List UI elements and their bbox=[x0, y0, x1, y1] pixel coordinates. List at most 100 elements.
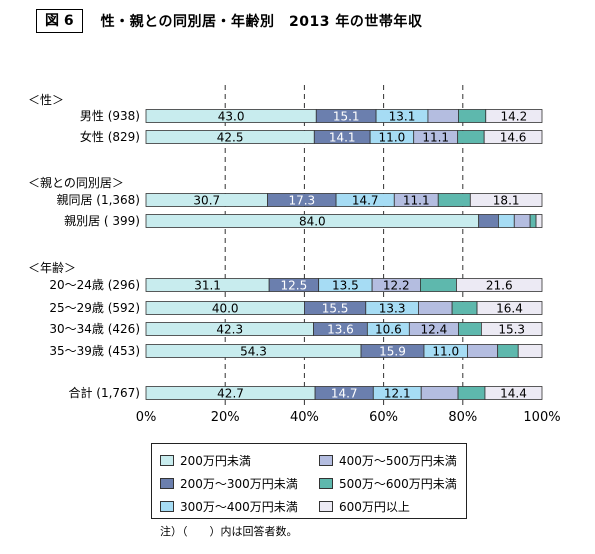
bar-segment-r9-s5 bbox=[457, 386, 486, 400]
data-label-r5-s3: 13.5 bbox=[332, 279, 359, 293]
data-label-r2-s2: 14.1 bbox=[329, 131, 356, 145]
legend-item-3: 300万～400万円未満 bbox=[160, 498, 298, 514]
row-label-9: 合計 (1,767) bbox=[68, 385, 140, 400]
legend-swatch-3 bbox=[160, 500, 174, 512]
bar-segment-r2-s6 bbox=[483, 130, 543, 144]
row-label-7: 30～34歳 (426) bbox=[49, 322, 140, 336]
bar-segment-r8-s6 bbox=[517, 344, 543, 358]
legend-swatch-6 bbox=[319, 500, 333, 512]
x-tick-label-2: 40% bbox=[290, 410, 319, 425]
bar-segment-r1-s5 bbox=[458, 109, 487, 123]
legend-label-4: 400万～500万円未満 bbox=[339, 453, 457, 468]
data-label-r3-s6: 18.1 bbox=[493, 194, 520, 208]
bar-segment-r4-s2 bbox=[478, 214, 499, 228]
row-label-4: 親別居 ( 399) bbox=[64, 214, 140, 228]
data-label-r1-s6: 14.2 bbox=[501, 110, 528, 124]
data-label-r3-s3: 14.7 bbox=[352, 194, 379, 208]
legend-label-3: 300万～400万円未満 bbox=[180, 499, 298, 514]
bar-segment-r4-s5 bbox=[529, 214, 537, 228]
bar-segment-r9-s4 bbox=[420, 386, 459, 400]
row-label-5: 20～24歳 (296) bbox=[49, 278, 140, 292]
legend-swatch-4 bbox=[319, 454, 333, 466]
bar-segment-r6-s5 bbox=[451, 301, 478, 315]
data-label-r1-s1: 43.0 bbox=[218, 110, 245, 124]
data-label-r9-s3: 12.1 bbox=[384, 387, 411, 401]
group-label-3: ＜年齢＞ bbox=[28, 260, 76, 275]
data-label-r6-s3: 13.3 bbox=[379, 302, 406, 316]
legend-item-5: 500万～600万円未満 bbox=[319, 475, 457, 491]
data-label-r1-s2: 15.1 bbox=[333, 110, 360, 124]
data-label-r6-s2: 15.5 bbox=[322, 302, 349, 316]
stacked-bar-chart: ＜性＞ ＜親との同別居＞ ＜年齢＞ 男性 (938) 43.0 15.1 13.1 14.2 女… bbox=[28, 85, 561, 425]
data-label-r9-s1: 42.7 bbox=[217, 387, 244, 401]
data-label-r7-s2: 13.6 bbox=[327, 323, 354, 337]
data-label-r2-s6: 14.6 bbox=[500, 131, 527, 145]
x-tick-label-0: 0% bbox=[136, 410, 157, 425]
data-label-r9-s2: 14.7 bbox=[331, 387, 358, 401]
data-label-r2-s1: 42.5 bbox=[217, 131, 244, 145]
row-label-6: 25～29歳 (592) bbox=[49, 301, 140, 315]
data-label-r6-s1: 40.0 bbox=[212, 302, 239, 316]
data-label-r8-s1: 54.3 bbox=[240, 345, 267, 359]
data-label-r5-s6: 21.6 bbox=[486, 279, 513, 293]
bar-segment-r2-s5 bbox=[457, 130, 485, 144]
bar-segment-r6-s6 bbox=[476, 301, 543, 315]
data-label-r7-s4: 12.4 bbox=[421, 323, 448, 337]
bar-segment-r8-s5 bbox=[497, 344, 519, 358]
data-label-r7-s3: 10.6 bbox=[375, 323, 402, 337]
data-label-r2-s4: 11.1 bbox=[422, 131, 449, 145]
bar-segment-r3-s5 bbox=[437, 193, 471, 207]
footnote: 注）（ ）内は回答者数。 bbox=[160, 525, 298, 538]
legend-swatch-5 bbox=[319, 477, 333, 489]
x-tick-label-4: 80% bbox=[448, 410, 477, 425]
bar-segment-r4-s6 bbox=[535, 214, 543, 228]
group-label-2: ＜親との同別居＞ bbox=[28, 176, 124, 190]
bar-segment-r5-s6 bbox=[456, 278, 543, 292]
legend-label-5: 500万～600万円未満 bbox=[339, 476, 457, 491]
data-label-r5-s1: 31.1 bbox=[194, 279, 221, 293]
legend-item-2: 200万～300万円未満 bbox=[160, 475, 298, 491]
data-label-r5-s2: 12.5 bbox=[281, 279, 308, 293]
bar-segment-r1-s6 bbox=[485, 109, 543, 123]
figure-title: 性・親との同別居・年齢別 2013 年の世帯年収 bbox=[100, 14, 423, 30]
bar-segment-r4-s3 bbox=[498, 214, 515, 228]
bar-segment-r6-s4 bbox=[418, 301, 453, 315]
bar-segment-r7-s6 bbox=[481, 322, 543, 336]
data-label-r8-s3: 11.0 bbox=[432, 345, 459, 359]
figure-header: 図 6 性・親との同別居・年齢別 2013 年の世帯年収 bbox=[36, 8, 422, 34]
bar-segment-r3-s6 bbox=[469, 193, 543, 207]
bar-segment-r7-s5 bbox=[458, 322, 482, 336]
bar-segment-r5-s5 bbox=[420, 278, 457, 292]
x-tick-label-3: 60% bbox=[369, 410, 398, 425]
row-label-8: 35～39歳 (453) bbox=[49, 344, 140, 358]
data-label-r3-s4: 11.1 bbox=[403, 194, 430, 208]
row-label-2: 女性 (829) bbox=[80, 129, 140, 144]
bar-segment-r9-s6 bbox=[484, 386, 543, 400]
group-label-1: ＜性＞ bbox=[28, 93, 64, 107]
data-label-r5-s4: 12.2 bbox=[383, 279, 410, 293]
data-label-r9-s6: 14.4 bbox=[500, 387, 527, 401]
data-label-r2-s3: 11.0 bbox=[379, 131, 406, 145]
data-label-r6-s6: 16.4 bbox=[496, 302, 523, 316]
bar-segment-r1-s4 bbox=[427, 109, 459, 123]
bar-segment-r8-s4 bbox=[467, 344, 499, 358]
data-label-r4-s1: 84.0 bbox=[299, 215, 326, 229]
row-label-1: 男性 (938) bbox=[80, 109, 140, 123]
legend-item-4: 400万～500万円未満 bbox=[319, 452, 457, 468]
bar-segment-r4-s4 bbox=[513, 214, 531, 228]
legend-label-1: 200万円未満 bbox=[180, 453, 251, 468]
legend-label-2: 200万～300万円未満 bbox=[180, 476, 298, 491]
legend-label-6: 600万円以上 bbox=[339, 499, 410, 514]
legend-swatch-2 bbox=[160, 477, 174, 489]
legend-item-1: 200万円未満 bbox=[160, 452, 251, 468]
data-label-r1-s3: 13.1 bbox=[389, 110, 416, 124]
x-tick-label-1: 20% bbox=[211, 410, 240, 425]
data-label-r3-s1: 30.7 bbox=[193, 194, 220, 208]
row-label-3: 親同居 (1,368) bbox=[56, 193, 140, 207]
data-label-r3-s2: 17.3 bbox=[288, 194, 315, 208]
figure-number: 図 6 bbox=[36, 9, 83, 33]
legend: 200万円未満 200万～300万円未満 300万～400万円未満 400万～5… bbox=[151, 443, 467, 519]
legend-swatch-1 bbox=[160, 454, 174, 466]
legend-item-6: 600万円以上 bbox=[319, 498, 410, 514]
